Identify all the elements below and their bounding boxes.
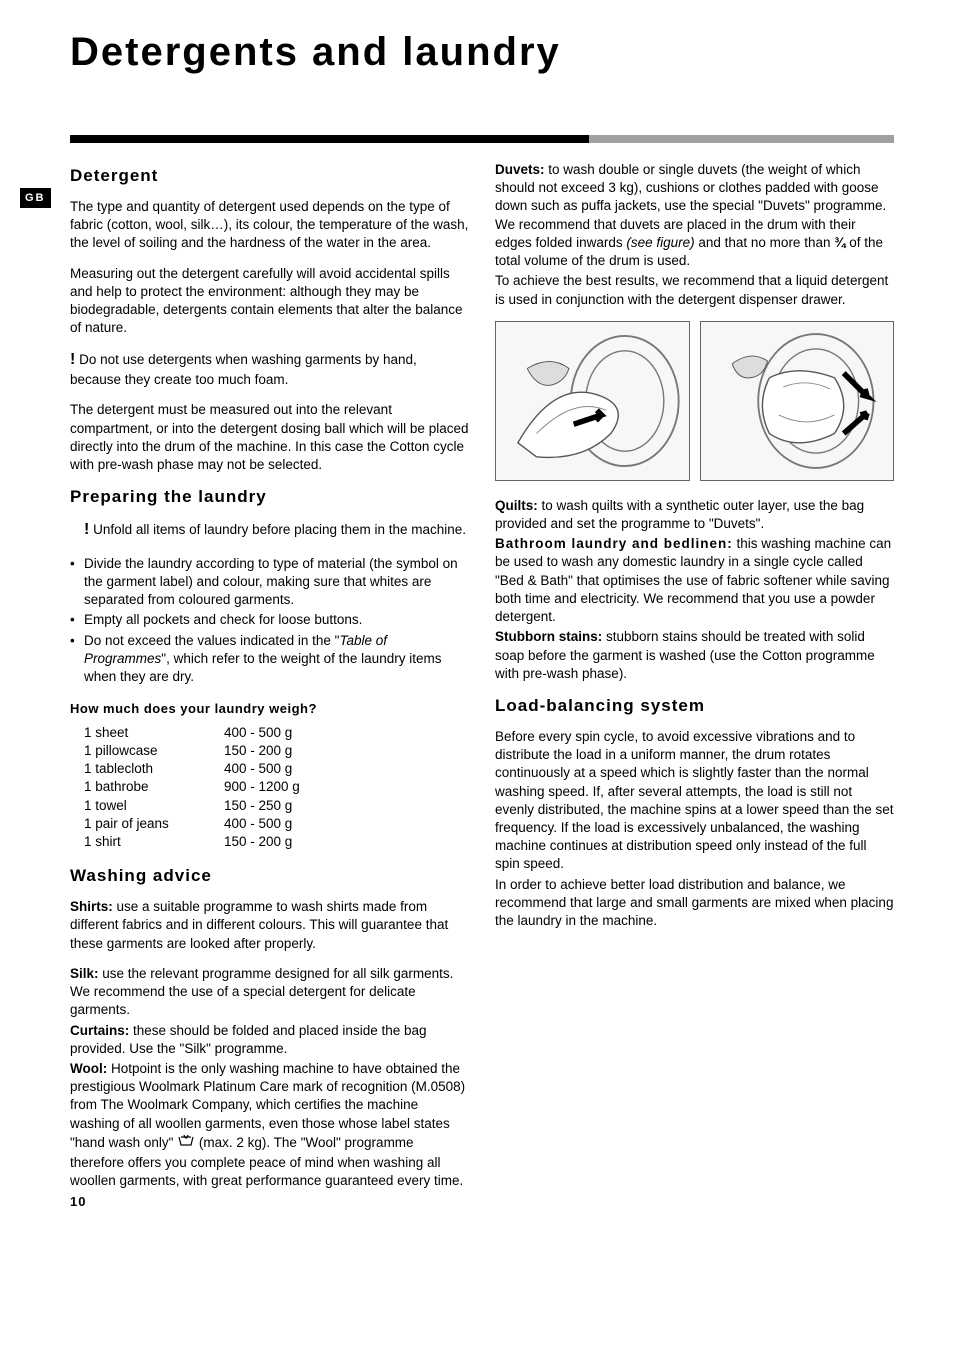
para-duvets: Duvets: to wash double or single duvets … [495, 161, 894, 270]
manual-page: Detergents and laundry GB Detergent The … [0, 0, 954, 1233]
language-tab: GB [20, 188, 51, 208]
prep-list: ! Unfold all items of laundry before pla… [70, 519, 469, 541]
divider-bar [70, 135, 894, 143]
para: The type and quantity of detergent used … [70, 198, 469, 253]
list-item: Do not exceed the values indicated in th… [70, 632, 469, 687]
para: In order to achieve better load distribu… [495, 876, 894, 931]
para-curtains: Curtains: these should be folded and pla… [70, 1022, 469, 1058]
table-row: 1 pillowcase150 - 200 g [84, 742, 469, 760]
table-row: 1 towel150 - 250 g [84, 797, 469, 815]
para: Before every spin cycle, to avoid excess… [495, 728, 894, 874]
figure-row [495, 321, 894, 481]
page-title: Detergents and laundry [70, 30, 894, 75]
table-row: 1 tablecloth400 - 500 g [84, 760, 469, 778]
list-item: Empty all pockets and check for loose bu… [70, 611, 469, 629]
heading-weights: How much does your laundry weigh? [70, 700, 469, 718]
para-bathroom: Bathroom laundry and bedlinen: this wash… [495, 535, 894, 626]
heading-load-balance: Load-balancing system [495, 695, 894, 718]
para-silk: Silk: use the relevant programme designe… [70, 965, 469, 1020]
warning-para: ! Do not use detergents when washing gar… [70, 349, 469, 389]
para-stubborn: Stubborn stains: stubborn stains should … [495, 628, 894, 683]
heading-detergent: Detergent [70, 165, 469, 188]
para-wool: Wool: Hotpoint is the only washing machi… [70, 1060, 469, 1191]
right-column: Duvets: to wash double or single duvets … [495, 161, 894, 1203]
list-item: ! Unfold all items of laundry before pla… [70, 519, 469, 541]
table-row: 1 pair of jeans400 - 500 g [84, 815, 469, 833]
para-shirts: Shirts: use a suitable programme to wash… [70, 898, 469, 953]
handwash-icon [177, 1133, 195, 1154]
table-row: 1 bathrobe900 - 1200 g [84, 778, 469, 796]
para: Measuring out the detergent carefully wi… [70, 265, 469, 338]
table-row: 1 shirt150 - 200 g [84, 833, 469, 851]
prep-bullets: Divide the laundry according to type of … [70, 555, 469, 687]
left-column: Detergent The type and quantity of deter… [70, 161, 469, 1203]
table-row: 1 sheet400 - 500 g [84, 724, 469, 742]
two-column-layout: Detergent The type and quantity of deter… [70, 161, 894, 1203]
figure-duvet-fold-1 [495, 321, 690, 481]
para: The detergent must be measured out into … [70, 401, 469, 474]
list-item: Divide the laundry according to type of … [70, 555, 469, 610]
heading-advice: Washing advice [70, 865, 469, 888]
para-duvets-2: To achieve the best results, we recommen… [495, 272, 894, 308]
figure-duvet-fold-2 [700, 321, 895, 481]
page-number: 10 [70, 1194, 86, 1209]
para-quilts: Quilts: to wash quilts with a synthetic … [495, 497, 894, 533]
weight-table: 1 sheet400 - 500 g 1 pillowcase150 - 200… [84, 724, 469, 852]
heading-preparing: Preparing the laundry [70, 486, 469, 509]
